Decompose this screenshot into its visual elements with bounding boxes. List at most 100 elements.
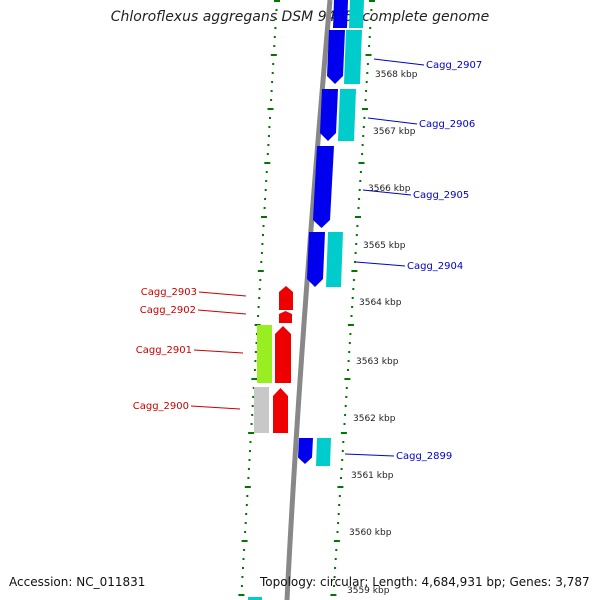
gene-label-leader [197,309,247,315]
right-track-tick [364,99,367,101]
right-track-tick [365,90,368,92]
right-track-tick [345,396,348,398]
right-track-tick [357,207,360,209]
left-track-tick [238,594,245,596]
left-track-tick [247,477,250,479]
right-track-tick [337,513,340,515]
left-track-tick [255,342,258,344]
right-track-tick [370,9,373,11]
left-track-tick [261,216,267,218]
left-track-tick [241,576,244,578]
left-track-tick [274,0,280,2]
right-track-tick [347,360,350,362]
kbp-scale-label: 3563 kbp [356,357,399,367]
right-track-tick [359,171,362,173]
reverse-cds-gene [279,311,292,323]
right-track-tick [368,36,371,38]
gene-label-leader [190,405,241,410]
gene-features [248,0,364,600]
right-track-tick [337,522,340,524]
left-track-tick [265,171,268,173]
left-track-tick [267,108,274,110]
right-track-tick [334,567,337,569]
right-track-tick [340,432,347,434]
left-track-tick [247,468,250,470]
left-track-tick [241,540,248,542]
right-track-tick [344,378,351,380]
left-track-tick [251,414,254,416]
left-track-tick [274,27,277,29]
forward-cds-gene [320,89,338,141]
left-track-tick [244,486,251,488]
right-track-tick [356,225,359,227]
left-track-tick [259,279,262,281]
forward-cds-gene [327,30,345,84]
left-track-tick [273,36,276,38]
right-track-tick [354,261,356,263]
right-track-tick [347,324,354,326]
right-track-tick [362,126,365,128]
left-track-tick [271,81,274,83]
gene-label-leader [362,189,412,196]
right-track-tick [352,279,355,281]
reverse-gene-label: Cagg_2903 [141,287,197,298]
forward-rna-gene [349,0,364,28]
right-track-tick [369,18,372,20]
right-track-tick [355,234,358,236]
right-track-tick [369,27,372,29]
right-track-tick [340,468,343,470]
right-track-tick [340,477,342,479]
left-track-tick [242,567,244,569]
kbp-scale-label: 3566 kbp [368,184,411,194]
left-track-tick [250,423,253,425]
right-track-tick [354,252,357,254]
left-track-tick [273,45,276,47]
left-track-tick [257,270,264,272]
right-track-tick [363,117,366,119]
right-track-tick [338,504,341,506]
left-track-tick [267,135,270,137]
left-track-tick [245,513,248,515]
forward-gene-label: Cagg_2906 [419,119,475,130]
kbp-scale-label: 3568 kbp [375,70,418,80]
right-track-tick [350,315,353,317]
forward-rna-gene [326,232,343,287]
right-track-tick [362,135,365,137]
left-track-tick [267,144,270,146]
right-track-tick [330,594,337,596]
reverse-other-gene [257,325,272,383]
left-track-tick [242,558,245,560]
right-track-tick [358,189,361,191]
reverse-pseudo-gene [254,387,269,433]
accession-label: Accession: NC_011831 [9,575,146,589]
left-track-tick [254,351,257,353]
forward-cds-gene [313,146,334,228]
kbp-scale-label: 3562 kbp [353,414,396,424]
forward-rna-gene [338,89,356,141]
reverse-cds-gene [273,388,288,433]
right-track-tick [351,306,354,308]
right-track-tick [348,342,351,344]
left-track-tick [270,54,277,56]
left-track-tick [264,162,271,164]
left-track-tick [251,378,258,380]
left-track-tick [258,288,261,290]
right-track-tick [333,585,335,587]
right-track-tick [366,72,369,74]
forward-gene-label: Cagg_2907 [426,60,482,71]
kbp-scale-label: 3561 kbp [351,471,394,481]
forward-cds-gene [307,232,325,287]
left-track-tick [244,531,247,533]
length-label: Length: 4,684,931 bp [372,575,502,589]
left-track-tick [243,549,246,551]
right-track-tick [342,441,345,443]
left-track-tick [244,522,247,524]
left-track-tick [240,585,243,587]
forward-cds-gene [298,438,313,464]
right-track-tick [344,414,347,416]
reverse-gene-label: Cagg_2901 [136,345,192,356]
right-track-tick [369,0,375,2]
left-track-tick [246,495,249,497]
right-track-tick [368,45,371,47]
